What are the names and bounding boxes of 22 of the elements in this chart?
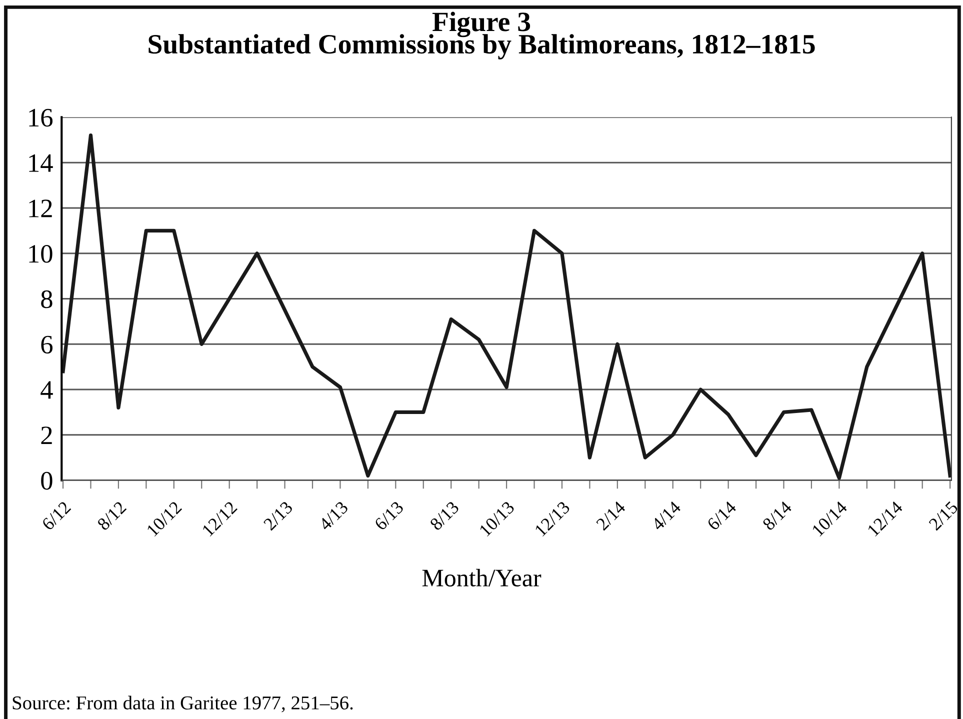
- y-tick-label: 0: [41, 472, 52, 490]
- y-tick-label: 16: [29, 108, 53, 127]
- y-tick-label: 10: [29, 244, 52, 263]
- y-tick-label: 8: [41, 290, 52, 308]
- x-tick-label: 8/14: [762, 500, 793, 531]
- x-tick-label: 2/15: [928, 500, 959, 531]
- y-tick-label: 4: [40, 381, 53, 399]
- y-tick-label: 2: [41, 426, 52, 444]
- source-note: Source: From data in Garitee 1977, 251–56.: [12, 696, 353, 712]
- x-tick-label: 8/12: [96, 500, 127, 531]
- x-axis-title: Month/Year: [422, 568, 542, 586]
- x-tick-label: 8/13: [429, 500, 460, 531]
- x-tick-label: 6/14: [706, 500, 738, 531]
- x-tick-label: 4/14: [650, 500, 682, 532]
- x-tick-label: 6/12: [41, 500, 72, 531]
- x-tick-label: 2/13: [263, 500, 294, 531]
- x-tick-label: 6/13: [374, 500, 404, 531]
- y-tick-label: 12: [29, 200, 52, 218]
- x-tick-label: 2/14: [596, 500, 626, 531]
- y-tick-label: 14: [29, 154, 53, 172]
- x-tick-label: 4/13: [318, 500, 349, 532]
- y-tick-label: 6: [41, 336, 53, 354]
